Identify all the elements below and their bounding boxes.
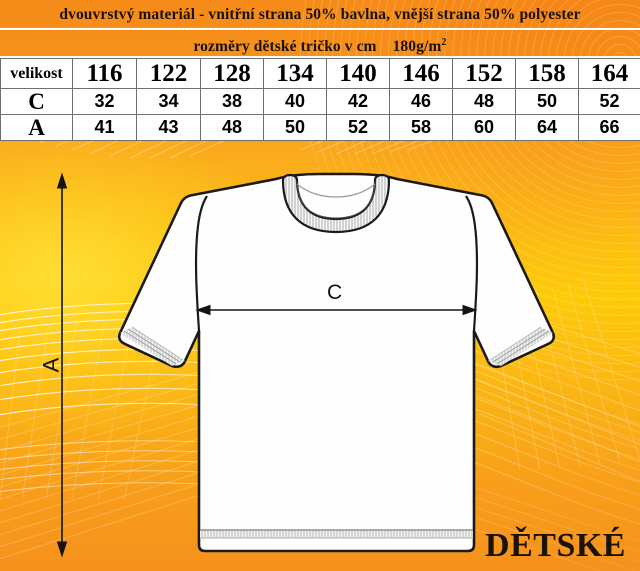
table-cell: 60 [452, 114, 516, 141]
measurement-arrow-a [56, 172, 68, 558]
table-cell: 48 [452, 88, 516, 115]
table-cell: 52 [326, 114, 390, 141]
bottom-hem [200, 529, 473, 539]
table-cell: 50 [263, 114, 327, 141]
table-cell: 41 [72, 114, 137, 141]
left-sleeve-hem [120, 326, 185, 366]
table-cell: 58 [389, 114, 453, 141]
table-size-cell: 122 [136, 58, 201, 89]
table-cell: 38 [200, 88, 264, 115]
collar-inner-line [296, 180, 376, 219]
header-line-2: rozměry dětské tričko v cm 180g/m2 [0, 28, 640, 58]
header-line-1: dvouvrstvý materiál - vnitřní strana 50%… [59, 6, 581, 23]
table-cell: 32 [72, 88, 137, 115]
fabric-weight: 180g/m [392, 38, 442, 56]
measurement-label-c: C [327, 281, 343, 304]
shirt-outline [117, 172, 556, 553]
table-size-cell: 146 [389, 58, 453, 89]
table-cell: 52 [578, 88, 640, 115]
table-cell: 66 [578, 114, 640, 141]
table-cell: 50 [515, 88, 579, 115]
left-armhole-seam [194, 195, 208, 332]
fabric-weight-exponent: 2 [441, 37, 447, 48]
collar [281, 173, 391, 234]
table-size-cell: 134 [263, 58, 327, 89]
table-cell: 48 [200, 114, 264, 141]
table-cell: 46 [389, 88, 453, 115]
brand-text: DĚTSKÉ [485, 527, 626, 564]
collar-rib [281, 173, 391, 234]
table-size-cell: 152 [452, 58, 516, 89]
measurement-label-a: A [38, 357, 64, 373]
size-table-block: dvouvrstvý materiál - vnitřní strana 50%… [0, 0, 640, 141]
measurement-arrow-c [195, 304, 478, 316]
table-size-cell: 164 [578, 58, 640, 89]
table-cell: 64 [515, 114, 579, 141]
header-line-2-text: rozměry dětské tričko v cm [193, 38, 377, 56]
table-cell: 34 [136, 88, 201, 115]
table-row-sizes: velikost 116 122 128 134 140 146 152 158… [0, 58, 640, 89]
table-size-cell: 140 [326, 58, 390, 89]
collar-back-curve [296, 183, 376, 198]
shirt-body-path [117, 172, 556, 553]
table-row: C 32 34 38 40 42 46 48 50 52 [0, 88, 640, 115]
right-sleeve-hem [488, 326, 553, 366]
table-size-cell: 158 [515, 58, 579, 89]
table-row-label: A [0, 114, 73, 141]
table-size-cell: 128 [200, 58, 264, 89]
table-cell: 42 [326, 88, 390, 115]
right-armhole-seam [465, 195, 479, 332]
table-cell: 43 [136, 114, 201, 141]
table-row-label: C [0, 88, 73, 115]
table-cell: 40 [263, 88, 327, 115]
size-table: velikost 116 122 128 134 140 146 152 158… [0, 58, 640, 141]
table-header-label: velikost [0, 58, 73, 89]
table-row: A 41 43 48 50 52 58 60 64 66 [0, 114, 640, 141]
table-size-cell: 116 [72, 58, 137, 89]
